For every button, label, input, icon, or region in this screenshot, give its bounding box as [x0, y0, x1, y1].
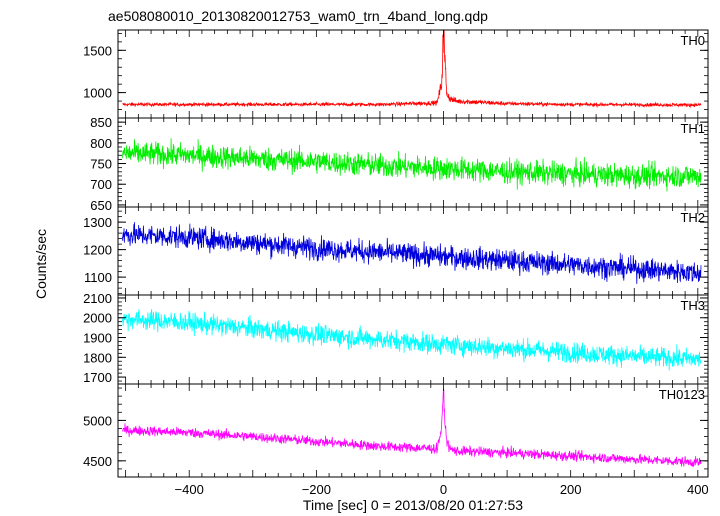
band-label-th1: TH1 [680, 121, 705, 136]
panel-th0123: 4500 5000 TH0123 [83, 383, 709, 478]
panel-frame [117, 117, 709, 208]
y-tick-label: 750 [90, 157, 112, 172]
y-tick-label: 2100 [83, 291, 112, 306]
x-tick-label: −200 [302, 482, 331, 497]
x-axis-label: Time [sec] 0 = 2013/08/20 01:27:53 [303, 497, 523, 513]
y-tick-label: 1300 [83, 215, 112, 230]
panel-th2: 1100 1200 1300 TH2 [83, 206, 709, 296]
series-line-th0 [122, 30, 702, 109]
panel-frame [117, 206, 709, 296]
y-tick-label: 1500 [83, 43, 112, 58]
y-axis-label: Counts/sec [33, 229, 49, 299]
y-tick-label: 4500 [83, 454, 112, 469]
y-tick-label: 800 [90, 136, 112, 151]
chart-title: ae508080010_20130820012753_wam0_trn_4ban… [108, 8, 488, 24]
panel-th1: 650 700 750 800 850 TH1 [90, 115, 709, 213]
y-tick-label: 1800 [83, 350, 112, 365]
panels-group: 1000 1500 TH0 650 700 750 800 850 TH1 1100 1200 130… [83, 29, 709, 478]
y-tick-label: 850 [90, 115, 112, 130]
band-label-th0123: TH0123 [659, 387, 705, 402]
y-tick-label: 1000 [83, 86, 112, 101]
panel-th3: 1700 1800 1900 2000 2100 TH3 [83, 291, 709, 385]
series-line-th0123 [122, 388, 702, 467]
series-line-th3 [122, 309, 702, 371]
y-tick-label: 1200 [83, 243, 112, 258]
series-line-th2 [122, 222, 702, 284]
x-tick-label: −400 [175, 482, 204, 497]
y-tick-label: 2000 [83, 311, 112, 326]
y-tick-label: 700 [90, 177, 112, 192]
panel-frame [117, 383, 709, 478]
y-tick-label: 1700 [83, 370, 112, 385]
y-tick-label: 5000 [83, 413, 112, 428]
band-label-th3: TH3 [680, 298, 705, 313]
x-tick-label: 400 [687, 482, 709, 497]
band-label-th0: TH0 [680, 33, 705, 48]
x-tick-labels: −400 −200 0 200 400 [175, 482, 709, 497]
band-label-th2: TH2 [680, 210, 705, 225]
x-tick-label: 0 [440, 482, 447, 497]
y-tick-label: 650 [90, 198, 112, 213]
y-tick-label: 1100 [84, 270, 112, 285]
y-tick-label: 1900 [83, 331, 112, 346]
x-tick-label: 200 [560, 482, 582, 497]
series-line-th1 [122, 138, 702, 192]
panel-th0: 1000 1500 TH0 [83, 29, 709, 119]
